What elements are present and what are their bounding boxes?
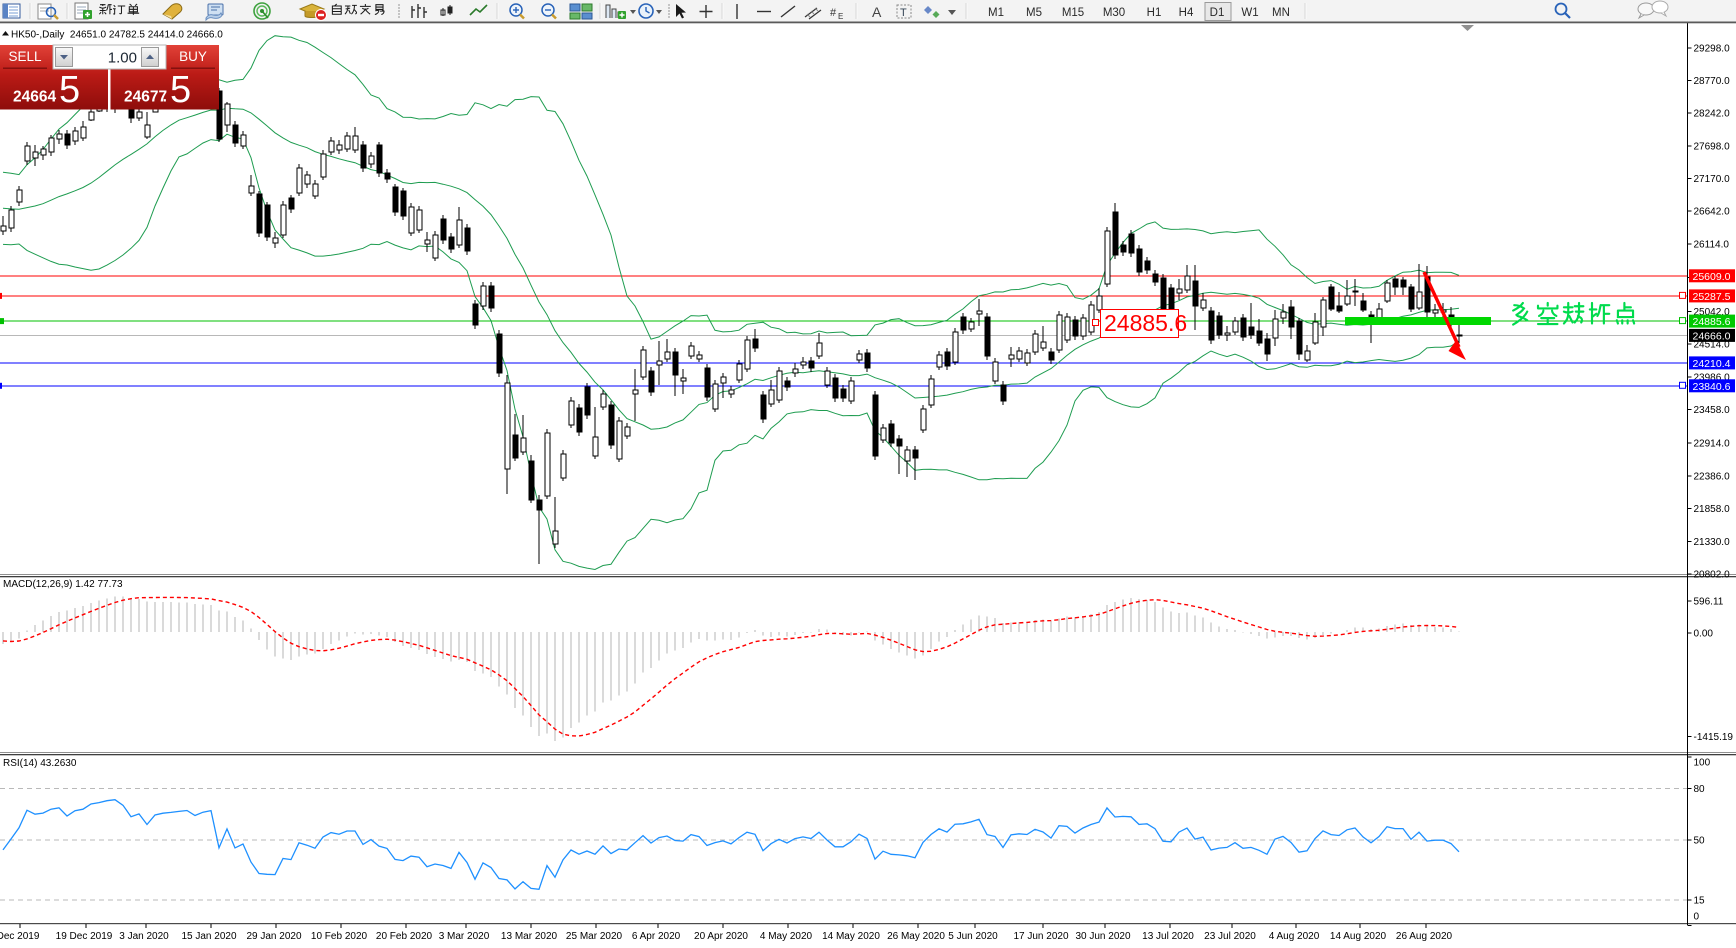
svg-text:.: . — [52, 89, 56, 106]
svg-text:24666.0: 24666.0 — [1693, 330, 1731, 342]
svg-text:23840.6: 23840.6 — [1693, 381, 1731, 393]
svg-text:100: 100 — [1694, 758, 1711, 769]
svg-text:21330.0: 21330.0 — [1694, 537, 1731, 548]
svg-text:27698.0: 27698.0 — [1694, 141, 1731, 152]
svg-text:29298.0: 29298.0 — [1694, 43, 1731, 54]
svg-text:W1: W1 — [1241, 7, 1258, 19]
svg-text:-1415.19: -1415.19 — [1694, 732, 1734, 743]
svg-text:20802.0: 20802.0 — [1694, 570, 1731, 581]
svg-text:5: 5 — [170, 69, 191, 111]
svg-text:SELL: SELL — [8, 49, 42, 64]
svg-text:20 Apr 2020: 20 Apr 2020 — [694, 931, 748, 942]
svg-text:23458.0: 23458.0 — [1694, 405, 1731, 416]
svg-text:24885.6: 24885.6 — [1104, 310, 1187, 336]
svg-text:22914.0: 22914.0 — [1694, 439, 1731, 450]
svg-text:29 Jan 2020: 29 Jan 2020 — [246, 931, 301, 942]
svg-text:10 Feb 2020: 10 Feb 2020 — [311, 931, 368, 942]
svg-text:27170.0: 27170.0 — [1694, 174, 1731, 185]
svg-text:H1: H1 — [1147, 7, 1162, 19]
svg-text:25609.0: 25609.0 — [1693, 271, 1731, 283]
svg-text:M15: M15 — [1062, 7, 1084, 19]
svg-text:24677: 24677 — [124, 89, 167, 106]
svg-text:T: T — [900, 7, 907, 19]
svg-text:0.00: 0.00 — [1694, 629, 1714, 640]
svg-text:BUY: BUY — [179, 49, 207, 64]
svg-text:5 Jun 2020: 5 Jun 2020 — [948, 931, 998, 942]
svg-text:1.00: 1.00 — [108, 50, 137, 67]
svg-text:17 Jun 2020: 17 Jun 2020 — [1013, 931, 1068, 942]
svg-text:13 Mar 2020: 13 Mar 2020 — [501, 931, 558, 942]
svg-text:M30: M30 — [1103, 7, 1125, 19]
svg-text:3 Jan 2020: 3 Jan 2020 — [119, 931, 169, 942]
svg-text:26114.0: 26114.0 — [1694, 239, 1730, 250]
svg-text:4 Aug 2020: 4 Aug 2020 — [1269, 931, 1320, 942]
svg-text:Dec 2019: Dec 2019 — [0, 931, 40, 942]
svg-text:RSI(14) 43.2630: RSI(14) 43.2630 — [3, 758, 77, 769]
svg-text:22386.0: 22386.0 — [1694, 471, 1731, 482]
svg-text:25 Mar 2020: 25 Mar 2020 — [566, 931, 623, 942]
svg-text:HK50-,Daily 24651.0 24782.5 2: HK50-,Daily 24651.0 24782.5 24414.0 2466… — [11, 30, 223, 41]
svg-text:D1: D1 — [1210, 7, 1225, 19]
svg-text:30 Jun 2020: 30 Jun 2020 — [1075, 931, 1130, 942]
svg-text:28770.0: 28770.0 — [1694, 76, 1731, 87]
svg-text:14 May 2020: 14 May 2020 — [822, 931, 880, 942]
svg-text:13 Jul 2020: 13 Jul 2020 — [1142, 931, 1194, 942]
svg-text:21858.0: 21858.0 — [1694, 504, 1731, 515]
svg-text:50: 50 — [1694, 836, 1706, 847]
svg-text:4 May 2020: 4 May 2020 — [760, 931, 813, 942]
svg-text:24885.6: 24885.6 — [1693, 316, 1731, 328]
svg-text:25042.0: 25042.0 — [1694, 307, 1731, 318]
svg-text:25287.5: 25287.5 — [1693, 291, 1731, 303]
svg-text:20 Feb 2020: 20 Feb 2020 — [376, 931, 433, 942]
svg-text:28242.0: 28242.0 — [1694, 109, 1731, 120]
svg-text:3 Mar 2020: 3 Mar 2020 — [439, 931, 490, 942]
svg-text:24664: 24664 — [13, 89, 56, 106]
svg-text:80: 80 — [1694, 784, 1706, 795]
svg-text:15: 15 — [1694, 895, 1706, 906]
svg-text:M5: M5 — [1026, 7, 1042, 19]
svg-text:M1: M1 — [988, 7, 1004, 19]
svg-text:14 Aug 2020: 14 Aug 2020 — [1330, 931, 1387, 942]
svg-text:6 Apr 2020: 6 Apr 2020 — [632, 931, 681, 942]
svg-text:MN: MN — [1272, 7, 1290, 19]
svg-text:24514.0: 24514.0 — [1694, 340, 1731, 351]
svg-text:19 Dec 2019: 19 Dec 2019 — [56, 931, 113, 942]
svg-text:H4: H4 — [1179, 7, 1194, 19]
svg-text:23986.0: 23986.0 — [1694, 372, 1731, 383]
svg-text:26 Aug 2020: 26 Aug 2020 — [1396, 931, 1453, 942]
svg-text:.: . — [163, 89, 167, 106]
svg-text:26642.0: 26642.0 — [1694, 207, 1731, 218]
svg-text:596.11: 596.11 — [1694, 597, 1724, 608]
svg-text:15 Jan 2020: 15 Jan 2020 — [181, 931, 236, 942]
svg-text:#: # — [830, 7, 837, 19]
svg-text:5: 5 — [59, 69, 80, 111]
svg-text:23 Jul 2020: 23 Jul 2020 — [1204, 931, 1256, 942]
svg-text:26 May 2020: 26 May 2020 — [887, 931, 945, 942]
svg-text:MACD(12,26,9) 1.42 77.73: MACD(12,26,9) 1.42 77.73 — [3, 579, 123, 590]
svg-text:24210.4: 24210.4 — [1693, 358, 1731, 370]
svg-text:A: A — [872, 4, 882, 20]
svg-text:E: E — [838, 12, 843, 21]
svg-text:0: 0 — [1694, 912, 1700, 923]
